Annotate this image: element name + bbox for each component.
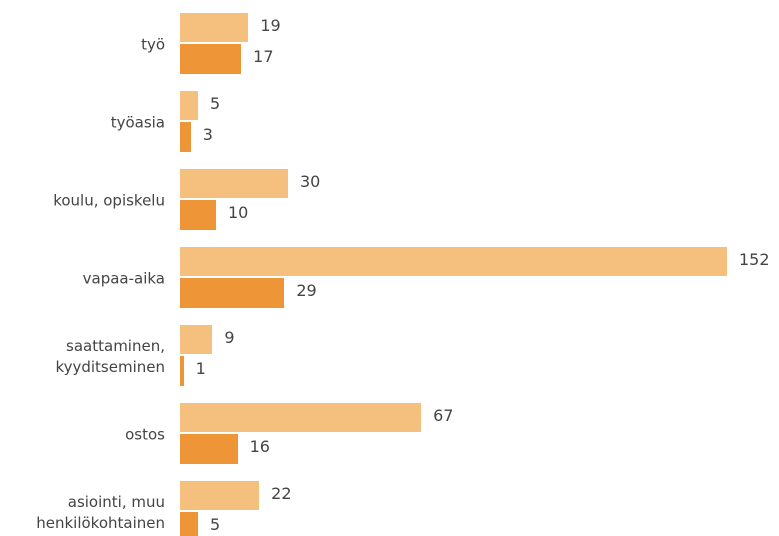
value-label: 29 [296, 281, 317, 300]
value-label: 10 [227, 203, 249, 222]
value-label: 30 [299, 171, 321, 191]
category-label: työ [141, 35, 165, 54]
value-label: 19 [260, 15, 281, 35]
value-label: 5 [209, 93, 221, 113]
category-label: ostos [125, 425, 165, 444]
bar [180, 247, 727, 276]
bar [180, 200, 216, 230]
bar [180, 512, 198, 536]
value-label: 9 [224, 327, 235, 347]
bar [180, 278, 285, 308]
category-label: vapaa-aika [82, 269, 165, 288]
category-label: koulu, opiskelu [53, 191, 165, 210]
bar [180, 434, 238, 464]
bar [180, 325, 213, 354]
value-label: 16 [249, 437, 270, 456]
category-label: työasia [110, 113, 165, 132]
value-label: 67 [433, 405, 454, 425]
category-label: asiointi, muu henkilökohtainen [36, 493, 165, 532]
value-label: 152 [739, 249, 770, 269]
bar [180, 481, 260, 510]
bar [180, 44, 242, 74]
bar [180, 91, 198, 120]
value-label: 22 [271, 483, 292, 503]
value-label: 5 [209, 515, 221, 534]
category-label: saattaminen, kyyditseminen [55, 337, 165, 376]
bar [180, 122, 191, 152]
bar [180, 169, 288, 198]
value-label: 1 [195, 359, 206, 378]
value-label: 3 [202, 125, 213, 144]
bar [180, 356, 184, 386]
bar [180, 403, 422, 432]
bar [180, 13, 249, 42]
value-label: 17 [253, 47, 274, 66]
